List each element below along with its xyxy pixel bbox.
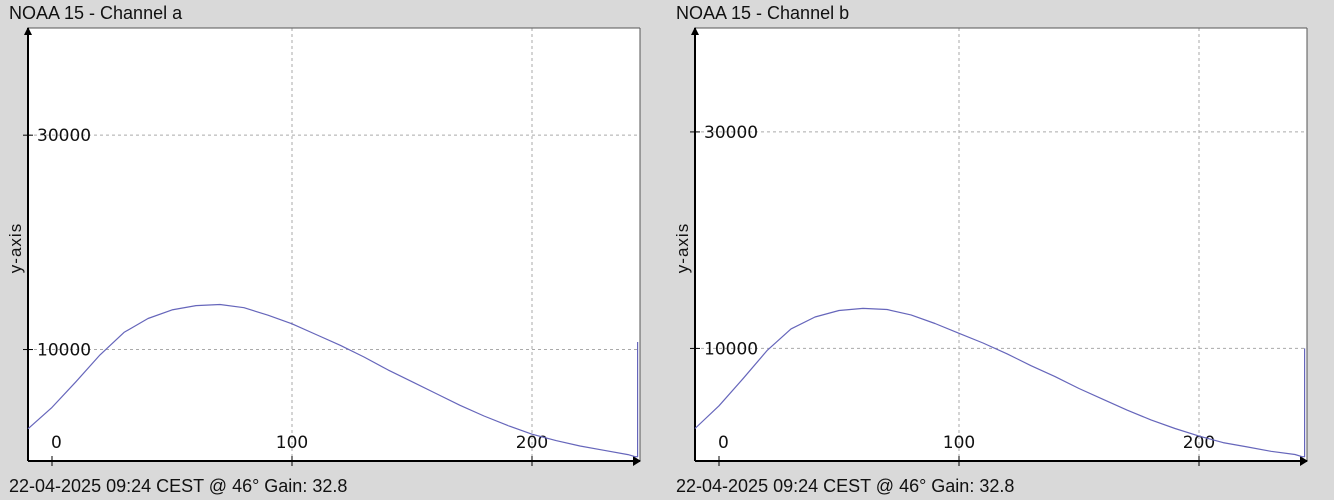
chart-panel-channel-b: NOAA 15 - Channel b y-axis 0 100 200 10000 3… — [667, 0, 1334, 500]
y-tick-label: 30000 — [704, 123, 758, 143]
x-axis-arrow — [633, 456, 641, 466]
chart-panel-channel-a: NOAA 15 - Channel a y-axis 0 100 200 10000 3… — [6, 3, 641, 496]
plot-area — [28, 28, 640, 461]
x-tick-label: 100 — [943, 433, 975, 453]
x-tick-label: 100 — [276, 433, 308, 453]
y-axis-arrow — [691, 27, 699, 35]
series-line — [694, 307, 1306, 458]
y-axis-arrow — [24, 27, 32, 35]
x-axis-arrow — [1300, 456, 1308, 466]
chart-footer-status: 22-04-2025 09:24 CEST @ 46° Gain: 32.8 — [9, 476, 348, 496]
chart-footer-status: 22-04-2025 09:24 CEST @ 46° Gain: 32.8 — [676, 476, 1015, 496]
y-tick-label: 30000 — [37, 126, 91, 146]
y-tick-label: 10000 — [37, 341, 91, 361]
x-tick-label: 0 — [51, 433, 62, 453]
y-tick-label: 10000 — [704, 339, 758, 359]
chart-plot-a: 0 100 200 10000 30000 — [23, 27, 641, 466]
chart-title: NOAA 15 - Channel b — [676, 3, 850, 23]
x-tick-label: 0 — [718, 433, 729, 453]
plot-area — [695, 28, 1307, 461]
chart-title: NOAA 15 - Channel a — [9, 3, 183, 23]
x-tick-label: 200 — [516, 433, 548, 453]
series-line — [27, 303, 639, 458]
